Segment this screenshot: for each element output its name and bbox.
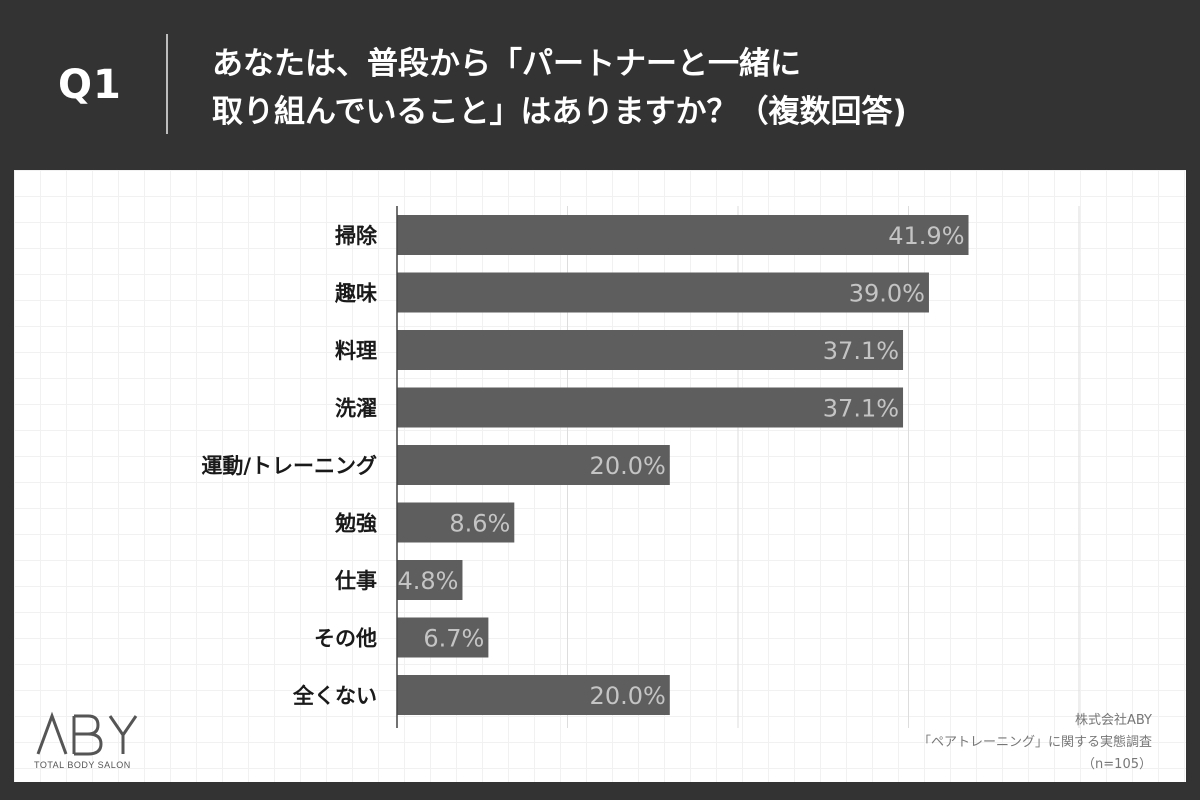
survey-credit: 株式会社ABY 「ペアトレーニング」に関する実態調査 （n=105） [792, 710, 1152, 776]
category-label: 掃除 [335, 224, 378, 248]
question-text: あなたは、普段から「パートナーと一緒に 取り組んでいること」はありますか？（複数… [212, 40, 1172, 136]
bar-value-label: 8.6% [449, 510, 510, 538]
bar [397, 272, 929, 313]
question-line-1: あなたは、普段から「パートナーと一緒に [212, 46, 801, 82]
bar [397, 617, 489, 658]
bar [397, 215, 969, 255]
bar-value-label: 6.7% [423, 625, 484, 653]
category-label: 運動/トレーニング [201, 454, 377, 478]
bar [397, 330, 904, 370]
credit-sample: （n=105） [1082, 757, 1152, 772]
logo-subtitle: TOTAL BODY SALON [34, 760, 131, 770]
category-label: その他 [314, 627, 377, 651]
category-label: 勉強 [334, 512, 377, 536]
credit-survey: 「ペアトレーニング」に関する実態調査 [917, 735, 1152, 750]
bar-chart: 41.9% 掃除 39.0% 趣味 37.1% 料理 37.1% 洗濯 20.0% 運動/トレーニ… [201, 206, 1080, 728]
category-label: 趣味 [334, 282, 377, 306]
aby-logo-mark [36, 711, 138, 756]
bar-value-label: 20.0% [590, 452, 666, 480]
question-line-2: 取り組んでいること」はありますか？（複数回答) [212, 94, 907, 130]
chart-panel: 41.9% 掃除 39.0% 趣味 37.1% 料理 37.1% 洗濯 20.0% 運動/トレーニ… [14, 170, 1186, 782]
category-label: 料理 [335, 339, 377, 363]
bar [397, 502, 515, 543]
credit-company: 株式会社ABY [1074, 713, 1152, 728]
aby-logo: TOTAL BODY SALON [34, 710, 144, 774]
bar-value-label: 39.0% [849, 280, 925, 308]
bar [397, 560, 463, 600]
bar-value-label: 41.9% [888, 222, 964, 250]
header-divider [166, 34, 168, 134]
bar [397, 445, 670, 485]
category-label: 洗濯 [335, 397, 377, 421]
bar-value-label: 20.0% [590, 682, 666, 710]
category-label: 仕事 [334, 569, 377, 593]
question-number: Q1 [58, 62, 122, 108]
bar [397, 387, 904, 428]
category-label: 全くない [292, 684, 377, 708]
question-header: Q1 あなたは、普段から「パートナーと一緒に 取り組んでいること」はありますか？… [0, 0, 1200, 170]
bar-value-label: 37.1% [823, 395, 899, 423]
bar [397, 675, 670, 715]
bar-value-label: 37.1% [823, 337, 899, 365]
bar-value-label: 4.8% [397, 567, 458, 595]
